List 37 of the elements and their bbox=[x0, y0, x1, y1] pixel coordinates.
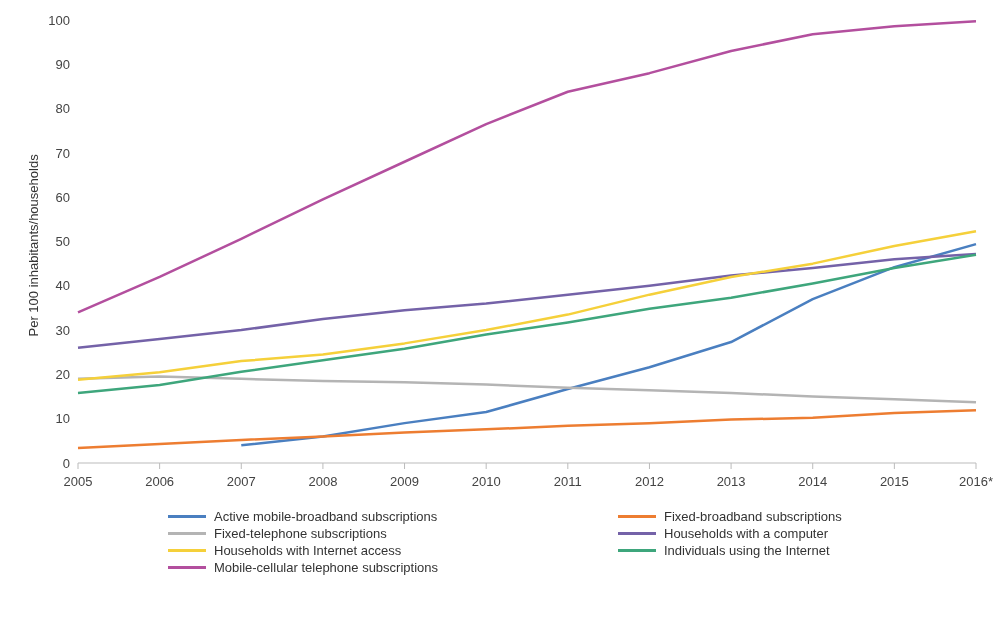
line-series bbox=[76, 230, 978, 381]
legend-label: Mobile-cellular telephone subscriptions bbox=[214, 560, 439, 575]
legend-label: Households with a computer bbox=[664, 526, 829, 541]
y-axis-title: Per 100 inhabitants/households bbox=[25, 153, 41, 337]
x-tick-label: 2015 bbox=[879, 474, 909, 490]
x-tick-label: 2007 bbox=[226, 474, 256, 490]
y-tick-label: 90 bbox=[55, 56, 70, 72]
x-tick-label: 2014 bbox=[798, 474, 828, 490]
line-series bbox=[76, 409, 978, 450]
x-tick-label: 2012 bbox=[634, 474, 664, 490]
line-series bbox=[76, 253, 978, 395]
legend-label: Households with Internet access bbox=[214, 543, 402, 558]
y-tick-label: 50 bbox=[55, 234, 70, 250]
line-series bbox=[76, 252, 978, 350]
legend-label: Active mobile-broadband subscriptions bbox=[214, 509, 438, 524]
x-tick-label: 2006 bbox=[145, 474, 175, 490]
y-tick-label: 10 bbox=[55, 411, 70, 427]
line-series bbox=[240, 242, 978, 447]
legend-label: Individuals using the Internet bbox=[664, 543, 830, 558]
y-tick-label: 40 bbox=[55, 278, 70, 294]
x-tick-label: 2016* bbox=[959, 474, 993, 490]
y-tick-label: 100 bbox=[48, 12, 70, 28]
legend-label: Fixed-broadband subscriptions bbox=[664, 509, 842, 524]
y-tick-label: 30 bbox=[55, 322, 70, 338]
x-tick-label: 2008 bbox=[308, 474, 338, 490]
x-tick-label: 2013 bbox=[716, 474, 746, 490]
x-tick-label: 2009 bbox=[390, 474, 420, 490]
y-tick-label: 20 bbox=[55, 367, 70, 383]
y-tick-label: 0 bbox=[62, 455, 70, 471]
x-tick-label: 2011 bbox=[553, 474, 582, 490]
x-tick-label: 2005 bbox=[63, 474, 93, 490]
legend-label: Fixed-telephone subscriptions bbox=[214, 526, 387, 541]
x-tick-label: 2010 bbox=[471, 474, 501, 490]
y-tick-label: 70 bbox=[55, 145, 70, 161]
y-tick-label: 60 bbox=[55, 189, 70, 205]
line-series bbox=[76, 20, 978, 314]
y-tick-label: 80 bbox=[55, 101, 70, 117]
